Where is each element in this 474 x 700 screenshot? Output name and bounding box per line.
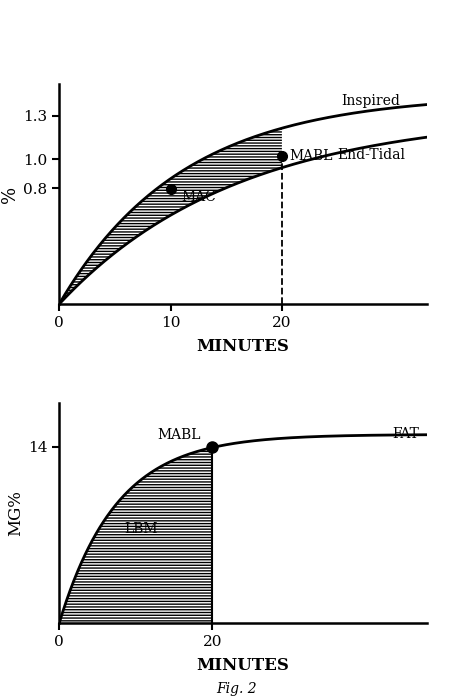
Text: End-Tidal: End-Tidal: [337, 148, 405, 162]
Text: Inspired: Inspired: [341, 94, 401, 108]
Y-axis label: MG%: MG%: [7, 490, 24, 536]
Text: Fig. 2: Fig. 2: [217, 682, 257, 696]
Y-axis label: %: %: [1, 186, 19, 202]
Text: MABL: MABL: [157, 428, 201, 442]
X-axis label: MINUTES: MINUTES: [197, 338, 289, 355]
Text: LBM: LBM: [124, 522, 158, 536]
Text: MAC: MAC: [182, 190, 217, 204]
Text: MABL: MABL: [290, 148, 333, 162]
X-axis label: MINUTES: MINUTES: [197, 657, 289, 674]
Text: FAT: FAT: [392, 426, 419, 440]
